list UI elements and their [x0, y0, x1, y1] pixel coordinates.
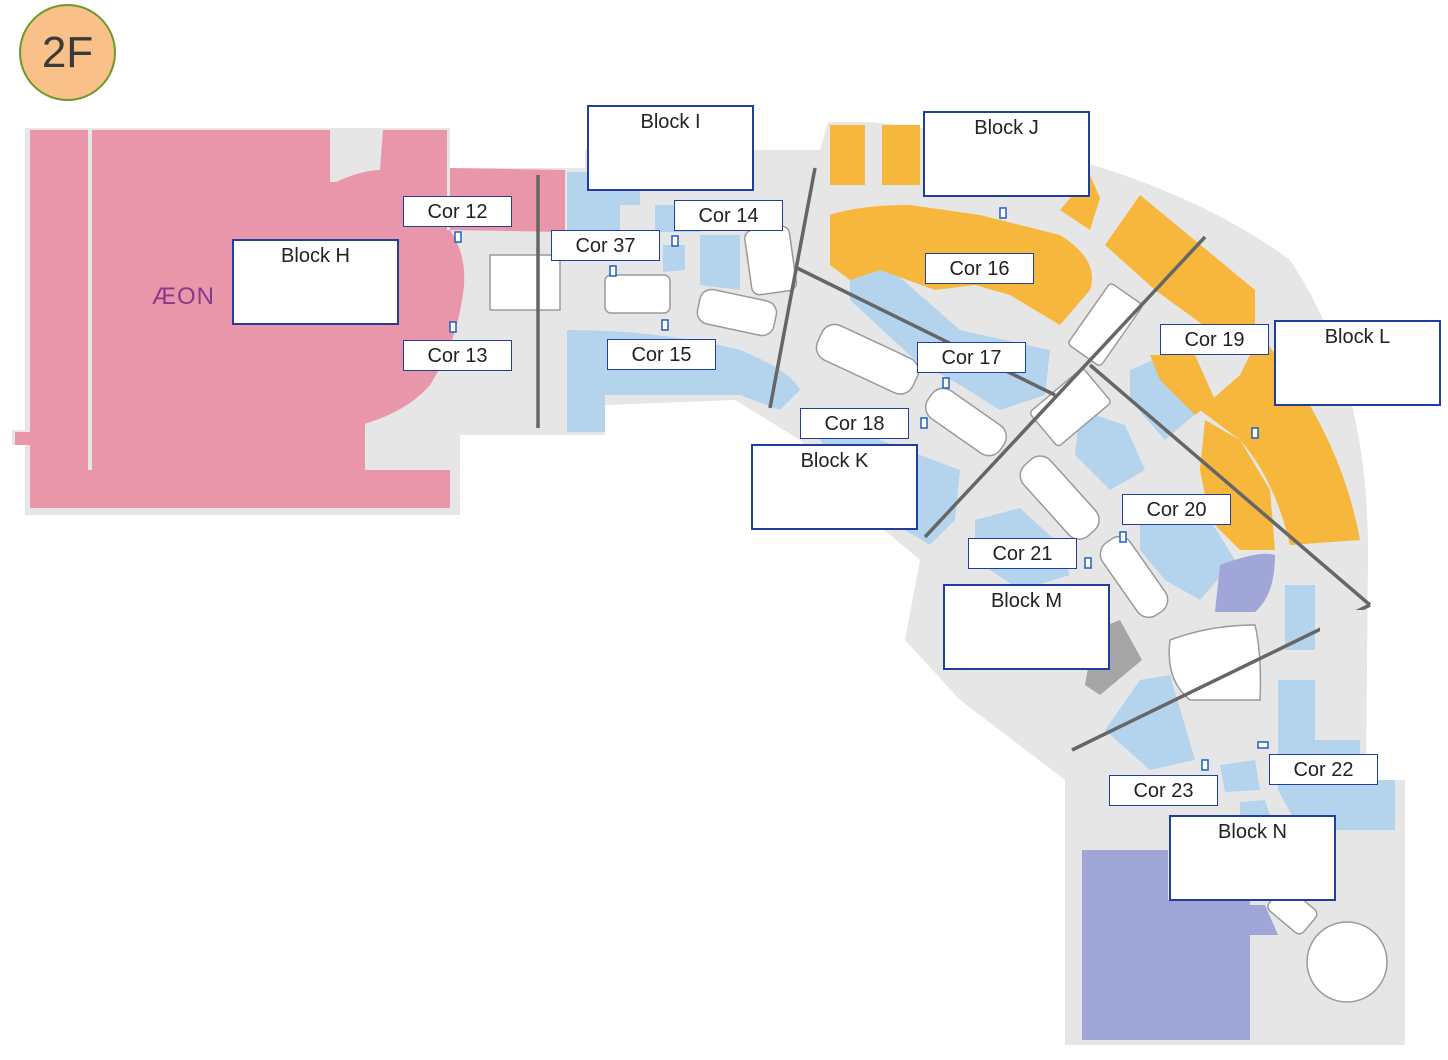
corridor-21-label[interactable]: Cor 21 — [968, 538, 1077, 569]
kiosk — [744, 225, 798, 296]
anchor-store-unit — [140, 340, 230, 418]
kiosk — [1068, 283, 1143, 366]
door-marker — [1257, 741, 1269, 749]
service-room — [1320, 610, 1365, 645]
shop-area-orange — [1200, 335, 1360, 545]
block-m-label[interactable]: Block M — [943, 584, 1110, 670]
kiosk — [604, 274, 671, 314]
door-marker — [920, 417, 928, 429]
corridor-14-label[interactable]: Cor 14 — [674, 200, 783, 231]
block-n-label[interactable]: Block N — [1169, 815, 1336, 901]
boundary-line — [1088, 363, 1372, 607]
door-marker — [1084, 557, 1092, 569]
shop-area-orange — [1060, 175, 1100, 230]
service-area — [1082, 850, 1250, 1040]
door-marker — [999, 207, 1007, 219]
shop-area-orange — [1150, 355, 1215, 415]
floor-indicator: 2F — [19, 4, 116, 101]
shop-area-blue — [1140, 520, 1235, 600]
anchor-store-unit — [245, 195, 345, 240]
corridor-22-label[interactable]: Cor 22 — [1269, 754, 1378, 785]
corridor-12-label[interactable]: Cor 12 — [403, 196, 512, 227]
anchor-store-unit — [248, 340, 400, 416]
door-marker — [609, 265, 617, 277]
anchor-store-logo: ÆON — [152, 283, 215, 310]
boundary-line — [923, 235, 1207, 539]
door-marker — [942, 377, 950, 389]
boundary-line — [768, 167, 817, 409]
shop-area-blue — [663, 245, 685, 272]
kiosk — [1306, 921, 1388, 1003]
kiosk — [696, 288, 778, 337]
kiosk — [1029, 368, 1111, 447]
block-i-label[interactable]: Block I — [587, 105, 754, 191]
corridor-18-label[interactable]: Cor 18 — [800, 408, 909, 439]
kiosk — [815, 323, 920, 395]
service-area — [1215, 553, 1275, 612]
door-marker — [1251, 427, 1259, 439]
shop-area-blue — [1240, 800, 1270, 815]
corridor-16-label[interactable]: Cor 16 — [925, 253, 1034, 284]
corridor-19-label[interactable]: Cor 19 — [1160, 324, 1269, 355]
boundary-line — [796, 266, 1056, 397]
door-marker — [671, 235, 679, 247]
corridor-17-label[interactable]: Cor 17 — [917, 342, 1026, 373]
shop-area-orange — [882, 125, 920, 185]
door-marker — [661, 319, 669, 331]
kiosk — [1099, 535, 1169, 619]
shop-area-blue — [700, 235, 740, 290]
corridor-15-label[interactable]: Cor 15 — [607, 339, 716, 370]
block-l-label[interactable]: Block L — [1274, 320, 1441, 406]
kiosk — [489, 254, 561, 311]
shop-area-orange — [830, 125, 865, 185]
door-marker — [449, 321, 457, 333]
door-marker — [1119, 531, 1127, 543]
kiosk — [1168, 624, 1262, 701]
door-marker — [454, 231, 462, 243]
block-j-label[interactable]: Block J — [923, 111, 1090, 197]
door-marker — [1201, 759, 1209, 771]
shop-area-blue — [1220, 760, 1260, 792]
shop-area-blue — [1075, 410, 1145, 490]
corridor-20-label[interactable]: Cor 20 — [1122, 494, 1231, 525]
corridor-23-label[interactable]: Cor 23 — [1109, 775, 1218, 806]
shop-area-blue — [1105, 675, 1195, 770]
anchor-store-unit — [140, 268, 230, 326]
block-h-label[interactable]: Block H — [232, 239, 399, 325]
kiosk — [924, 387, 1008, 457]
service-room — [1325, 655, 1365, 663]
corridor-13-label[interactable]: Cor 13 — [403, 340, 512, 371]
block-k-label[interactable]: Block K — [751, 444, 918, 530]
shop-area-blue — [1130, 355, 1200, 440]
kiosk — [1019, 455, 1100, 540]
anchor-store-unit — [140, 195, 230, 253]
corridor-37-label[interactable]: Cor 37 — [551, 230, 660, 261]
service-area — [1245, 905, 1278, 935]
